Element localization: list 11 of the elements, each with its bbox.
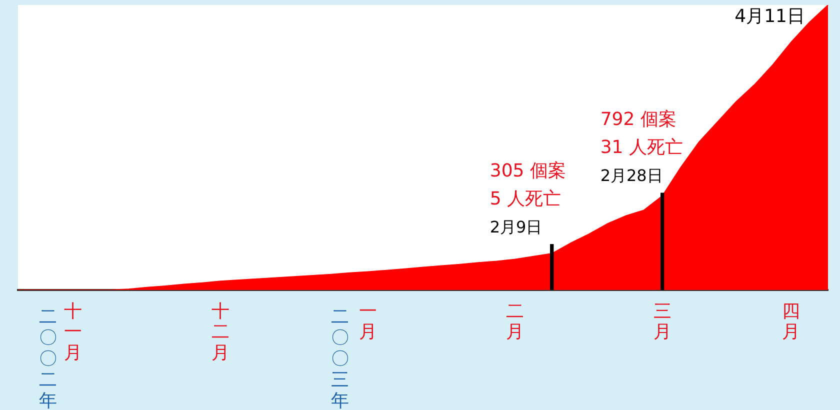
text: 二〇〇三年 bbox=[331, 306, 349, 410]
annotation: 4月11日 bbox=[734, 6, 805, 27]
annotation: 305 個案 5 人死亡 2月9日 bbox=[490, 160, 566, 236]
x-tick-label: 十一月 bbox=[64, 301, 82, 364]
x-tick-label: 三月 bbox=[653, 301, 672, 343]
x-tick-label: 四月 bbox=[782, 301, 800, 343]
x-tick-label: 十二月 bbox=[212, 301, 230, 364]
text: 二〇〇二年 bbox=[39, 306, 57, 410]
annotation: 792 個案 31 人死亡 2月28日 bbox=[600, 109, 683, 186]
x-tick-label: 一月 bbox=[358, 301, 377, 343]
x-tick-label: 二月 bbox=[506, 301, 524, 343]
